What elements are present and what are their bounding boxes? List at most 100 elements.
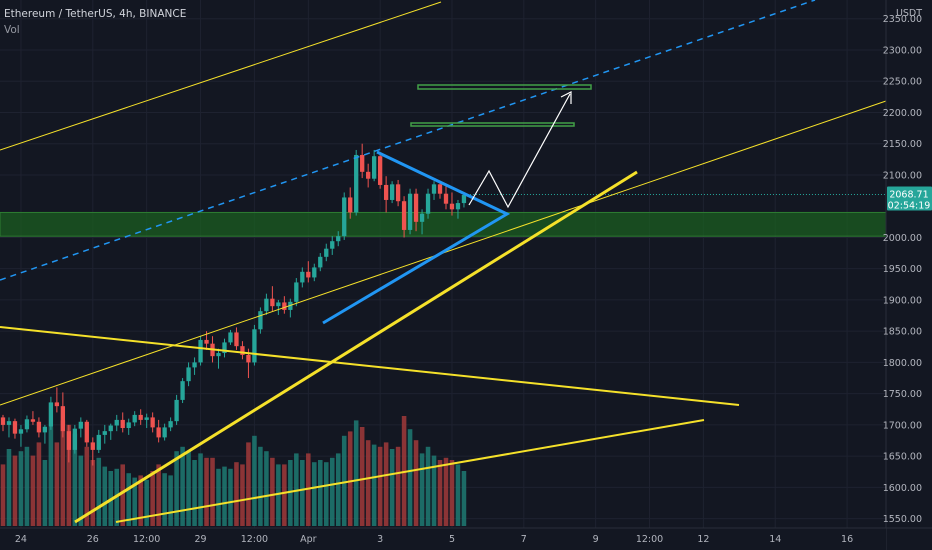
candle[interactable] xyxy=(174,394,179,425)
projection-arrowhead xyxy=(560,91,572,104)
candle[interactable] xyxy=(54,387,60,413)
candle-body xyxy=(354,154,359,213)
candle[interactable] xyxy=(419,209,425,235)
volume-bars xyxy=(0,416,467,526)
candle[interactable] xyxy=(252,324,257,366)
candle[interactable] xyxy=(234,327,239,350)
candle[interactable] xyxy=(228,329,233,345)
candle[interactable] xyxy=(443,186,449,210)
candle[interactable] xyxy=(144,413,149,429)
main-support-trendline[interactable] xyxy=(74,170,638,524)
lower-support-trendline[interactable] xyxy=(115,419,705,523)
target-level-lower[interactable] xyxy=(410,122,575,127)
candle[interactable] xyxy=(186,362,191,387)
candle[interactable] xyxy=(401,196,407,238)
candle[interactable] xyxy=(240,341,245,360)
candle[interactable] xyxy=(425,188,431,219)
candle[interactable] xyxy=(108,423,113,440)
candle[interactable] xyxy=(12,418,18,439)
candle[interactable] xyxy=(258,307,263,334)
candle[interactable] xyxy=(276,299,281,315)
candle[interactable] xyxy=(342,192,347,240)
candle[interactable] xyxy=(377,152,383,189)
candle[interactable] xyxy=(354,149,359,216)
candle[interactable] xyxy=(6,417,12,438)
candle[interactable] xyxy=(437,181,443,199)
candle[interactable] xyxy=(366,163,371,188)
candle[interactable] xyxy=(348,187,353,219)
candle[interactable] xyxy=(282,296,287,314)
volume-indicator-label[interactable]: Vol xyxy=(4,24,20,36)
candle[interactable] xyxy=(168,417,173,432)
candle[interactable] xyxy=(132,411,137,427)
volume-bar xyxy=(66,424,72,526)
candle[interactable] xyxy=(48,396,54,430)
candle[interactable] xyxy=(138,409,143,425)
candle[interactable] xyxy=(306,261,311,283)
candle[interactable] xyxy=(449,192,455,216)
candle[interactable] xyxy=(126,418,131,435)
target-level-upper[interactable] xyxy=(417,84,592,90)
upper-channel-line[interactable] xyxy=(0,1,442,151)
candle[interactable] xyxy=(120,412,125,433)
price-tick-label: 1800.00 xyxy=(883,358,922,369)
candle[interactable] xyxy=(431,181,437,200)
candle[interactable] xyxy=(360,143,365,179)
candle[interactable] xyxy=(264,293,269,315)
volume-bar xyxy=(312,462,317,526)
candle[interactable] xyxy=(336,231,341,247)
symbol-title[interactable]: Ethereum / TetherUS, 4h, BINANCE xyxy=(4,8,187,20)
currency-label[interactable]: USDT xyxy=(896,8,922,19)
candle[interactable] xyxy=(0,414,6,432)
volume-bar xyxy=(395,446,401,526)
candle[interactable] xyxy=(156,419,161,443)
candle[interactable] xyxy=(102,424,107,444)
candle[interactable] xyxy=(180,378,185,404)
candle[interactable] xyxy=(30,411,36,425)
candle[interactable] xyxy=(162,423,167,441)
candle[interactable] xyxy=(395,179,401,207)
candle[interactable] xyxy=(383,176,389,213)
candle[interactable] xyxy=(300,267,305,288)
candle[interactable] xyxy=(389,181,395,204)
triangle-pattern[interactable] xyxy=(322,150,511,325)
candle[interactable] xyxy=(192,357,197,375)
candle[interactable] xyxy=(270,286,275,312)
candle[interactable] xyxy=(413,188,419,232)
candle[interactable] xyxy=(222,338,227,358)
candle[interactable] xyxy=(198,336,203,366)
candle-body xyxy=(216,353,221,357)
candle[interactable] xyxy=(42,424,48,444)
candle[interactable] xyxy=(407,188,413,235)
descending-trendline[interactable] xyxy=(0,326,740,406)
candle[interactable] xyxy=(96,429,101,454)
projection-path[interactable] xyxy=(468,93,571,209)
blue-dashed-trendline[interactable] xyxy=(0,0,816,281)
candle[interactable] xyxy=(324,243,329,262)
candle[interactable] xyxy=(90,437,95,466)
candle[interactable] xyxy=(78,417,83,438)
candle[interactable] xyxy=(60,392,66,438)
candle[interactable] xyxy=(216,348,221,369)
candle[interactable] xyxy=(84,419,89,447)
time-axis[interactable]: 24 26 12:00 29 12:00 Apr 3 5 7 9 12:00 12 14 16 xyxy=(0,527,932,550)
volume-bar xyxy=(210,457,215,526)
candlestick-series[interactable] xyxy=(0,143,467,466)
candle[interactable] xyxy=(312,263,317,282)
candle[interactable] xyxy=(72,424,77,454)
candle[interactable] xyxy=(294,278,299,307)
candle[interactable] xyxy=(18,424,24,447)
candle[interactable] xyxy=(36,417,42,438)
candle[interactable] xyxy=(24,415,30,433)
candle[interactable] xyxy=(150,412,155,433)
candle[interactable] xyxy=(66,424,71,463)
candle[interactable] xyxy=(114,414,119,432)
candle[interactable] xyxy=(330,236,335,255)
candle[interactable] xyxy=(455,199,461,219)
price-tick-label: 1950.00 xyxy=(883,264,922,275)
candle[interactable] xyxy=(318,253,323,272)
candle[interactable] xyxy=(372,149,377,182)
